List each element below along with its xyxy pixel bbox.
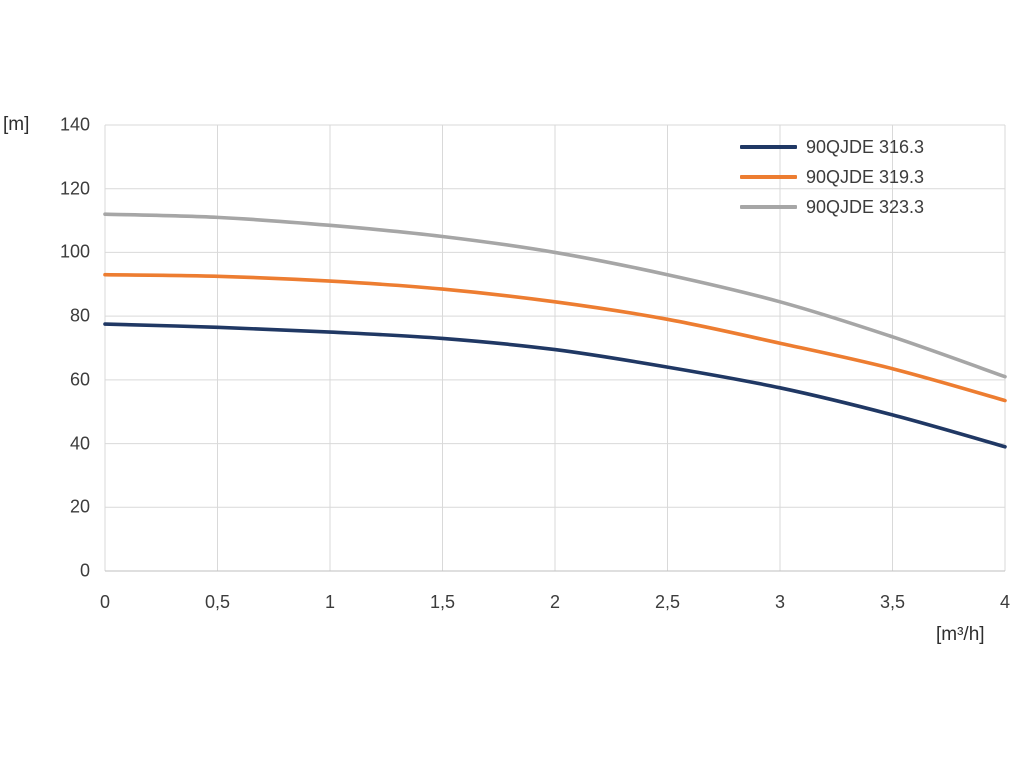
x-tick-label: 4 xyxy=(999,592,1010,612)
legend-line-sample xyxy=(740,145,797,149)
series-line-90qjde-316.3 xyxy=(103,322,1007,449)
legend-label: 90QJDE 319.3 xyxy=(806,166,925,187)
series-line-90qjde-323.3 xyxy=(103,212,1007,379)
legend-line-sample xyxy=(740,175,797,179)
legend-label: 90QJDE 323.3 xyxy=(806,196,925,217)
legend-line-sample xyxy=(740,205,797,209)
y-tick-label: 140 xyxy=(59,114,90,135)
series-line-90qjde-319.3 xyxy=(103,272,1007,403)
x-tick-label: 0 xyxy=(99,592,110,612)
y-tick-label: 100 xyxy=(59,241,90,262)
y-tick-label: 40 xyxy=(69,433,90,454)
legend-entry: 90QJDE 323.3 xyxy=(740,192,924,222)
legend-label: 90QJDE 316.3 xyxy=(806,136,925,157)
legend-entry: 90QJDE 319.3 xyxy=(740,162,924,192)
x-tick-label: 0,5 xyxy=(204,592,231,612)
x-tick-label: 3,5 xyxy=(879,592,906,612)
y-tick-label: 80 xyxy=(69,305,90,326)
x-tick-label: 2,5 xyxy=(654,592,681,612)
x-axis-unit-label: [m³/h] xyxy=(936,624,985,645)
x-tick-label: 2 xyxy=(549,592,560,612)
y-tick-label: 120 xyxy=(59,178,90,199)
x-tick-label: 3 xyxy=(774,592,785,612)
legend: 90QJDE 316.3 90QJDE 319.3 90QJDE 323.3 xyxy=(740,132,924,222)
x-tick-label: 1 xyxy=(324,592,335,612)
x-tick-label: 1,5 xyxy=(429,592,456,612)
y-tick-label: 0 xyxy=(79,560,90,581)
y-axis-unit-label: [m] xyxy=(3,114,30,135)
y-tick-label: 20 xyxy=(69,496,90,517)
legend-entry: 90QJDE 316.3 xyxy=(740,132,924,162)
y-tick-label: 60 xyxy=(69,369,90,390)
